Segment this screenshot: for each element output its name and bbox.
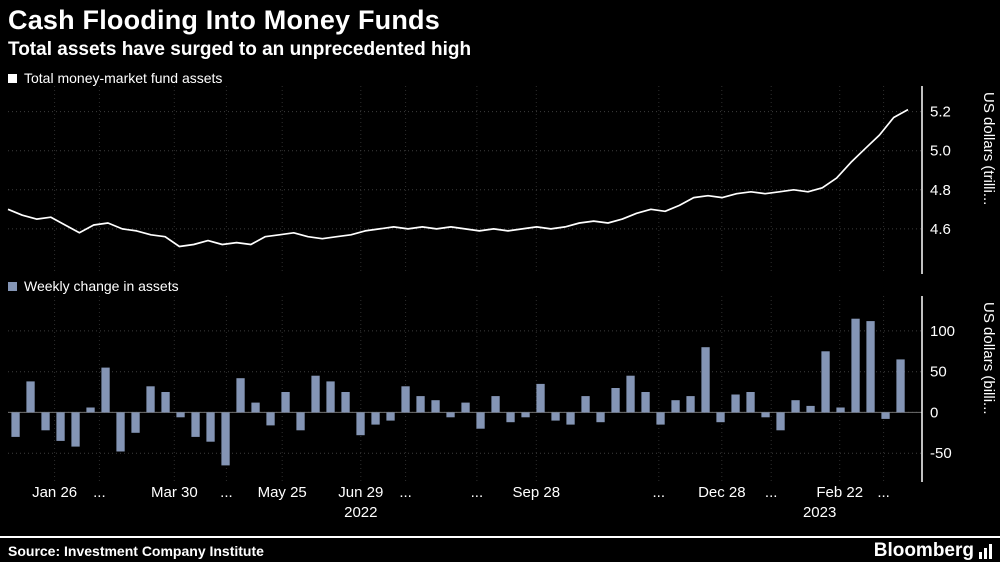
svg-text:0: 0	[930, 404, 938, 421]
x-tick-label: Jan 26	[32, 484, 78, 501]
x-tick-label: Sep 28	[512, 484, 561, 501]
x-axis-year-labels: 2022 2023	[0, 504, 1000, 524]
legend-label-weekly-change: Weekly change in assets	[24, 278, 179, 294]
line-series-swatch-icon	[8, 73, 17, 83]
legend-weekly-change: Weekly change in assets	[0, 278, 1000, 294]
x-tick-label: May 25	[257, 484, 307, 501]
page-title: Cash Flooding Into Money Funds	[8, 5, 440, 35]
source-attribution: Source: Investment Company Institute	[8, 543, 264, 559]
line-chart-panel: 4.6 4.8 5.0 5.2 US dollars (trilli...	[0, 86, 1000, 274]
bloomberg-wordmark: Bloomberg	[873, 540, 974, 561]
bar-chart-yaxis-title: US dollars (billi...	[980, 302, 997, 415]
chart-footer: Source: Investment Company Institute Blo…	[0, 536, 1000, 562]
line-chart-yaxis-title: US dollars (trilli...	[980, 92, 997, 206]
line-chart-total-assets: 4.6 4.8 5.0 5.2	[7, 86, 951, 274]
svg-text:4.6: 4.6	[930, 221, 951, 238]
chart-header: Cash Flooding Into Money Funds Total ass…	[0, 0, 1000, 62]
svg-text:5.2: 5.2	[930, 104, 951, 121]
x-axis-tick-labels: Jan 26... Mar 30... May 25 Jun 29...... Sep …	[0, 484, 1000, 504]
svg-text:100: 100	[930, 323, 955, 340]
x-tick-label: ...	[220, 484, 233, 501]
bloomberg-brand: Bloomberg	[874, 540, 992, 562]
x-tick-label: Feb 22	[816, 484, 864, 501]
bar-series-swatch-icon	[8, 281, 17, 291]
svg-text:5.0: 5.0	[930, 143, 951, 160]
x-tick-label: ...	[93, 484, 106, 501]
legend-label-total-assets: Total money-market fund assets	[24, 70, 223, 86]
svg-text:50: 50	[930, 364, 947, 381]
x-tick-label: ...	[399, 484, 412, 501]
bar-chart-panel: -50 0 50 100 US dollars (billi...	[0, 296, 1000, 482]
x-tick-label: ...	[764, 484, 778, 501]
bloomberg-bars-icon	[979, 543, 992, 559]
bar-chart-weekly-change: -50 0 50 100	[8, 296, 955, 482]
svg-text:4.8: 4.8	[930, 182, 951, 199]
x-tick-label: Jun 29	[338, 484, 384, 501]
legend-total-assets: Total money-market fund assets	[0, 70, 1000, 86]
svg-text:-50: -50	[930, 445, 952, 462]
year-label: 2022	[344, 504, 378, 521]
year-label: 2023	[802, 504, 837, 521]
page-subtitle: Total assets have surged to an unprecede…	[8, 39, 472, 60]
x-tick-label: ...	[877, 484, 890, 501]
x-tick-label: ...	[470, 484, 484, 501]
x-tick-label: Mar 30	[151, 484, 198, 501]
x-tick-label: ...	[652, 484, 666, 501]
x-tick-label: Dec 28	[698, 484, 746, 501]
